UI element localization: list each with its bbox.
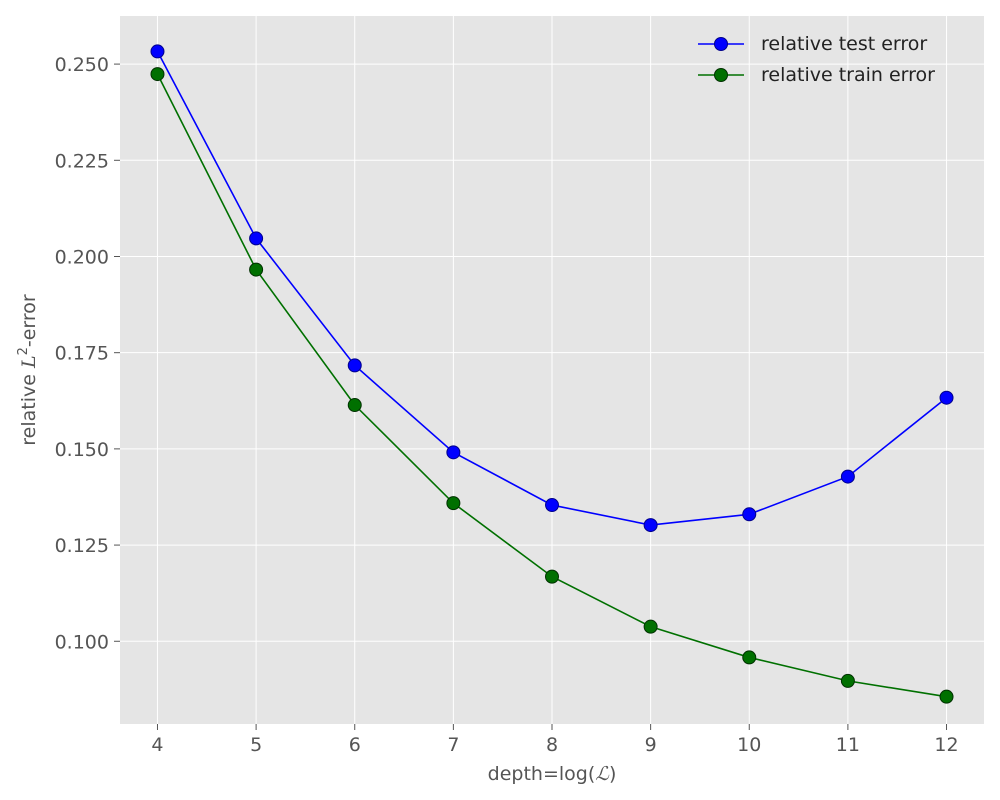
legend-label-test: relative test error (761, 33, 927, 55)
x-tick-label: 4 (151, 734, 163, 756)
data-point-0 (840, 469, 855, 484)
x-tick-label: 7 (447, 734, 459, 756)
y-tick-label: 0.200 (55, 246, 109, 268)
data-point-0 (742, 507, 757, 522)
x-tick-label: 10 (737, 734, 761, 756)
y-tick-label: 0.175 (55, 343, 109, 365)
x-tick-label: 9 (645, 734, 657, 756)
y-tick-label: 0.150 (55, 439, 109, 461)
x-axis-ticks: 4 5 6 7 8 9 10 11 12 (151, 724, 959, 756)
y-tick-label: 0.100 (55, 631, 109, 653)
data-point-1 (249, 262, 264, 277)
legend-label-train: relative train error (761, 64, 935, 86)
data-point-1 (150, 67, 165, 82)
data-series (150, 44, 954, 704)
x-tick-label: 11 (836, 734, 860, 756)
data-point-1 (347, 398, 362, 413)
y-tick-label: 0.250 (55, 54, 109, 76)
data-point-0 (446, 445, 461, 460)
legend-marker-test (714, 37, 728, 51)
y-axis-ticks: 0.100 0.125 0.150 0.175 0.200 0.225 0.250 (55, 54, 120, 653)
data-point-1 (643, 619, 658, 634)
legend-marker-train (714, 68, 728, 82)
y-tick-label: 0.125 (55, 535, 109, 557)
data-point-1 (446, 496, 461, 511)
y-tick-label: 0.225 (55, 150, 109, 172)
data-point-0 (545, 498, 559, 513)
data-point-1 (840, 673, 855, 688)
data-point-0 (347, 358, 362, 373)
x-tick-label: 12 (934, 734, 958, 756)
data-point-0 (643, 518, 658, 533)
x-axis-title: depth=log(ℒ) (488, 763, 617, 785)
data-point-1 (742, 650, 757, 665)
data-point-1 (939, 689, 954, 704)
x-tick-label: 8 (546, 734, 558, 756)
x-tick-label: 6 (349, 734, 361, 756)
data-point-0 (150, 44, 165, 59)
data-point-0 (939, 390, 954, 405)
x-tick-label: 5 (250, 734, 262, 756)
data-point-0 (249, 231, 264, 246)
y-axis-title: relative L2-error (16, 294, 40, 446)
legend: relative test error relative train error (698, 33, 935, 86)
data-point-1 (545, 569, 559, 584)
